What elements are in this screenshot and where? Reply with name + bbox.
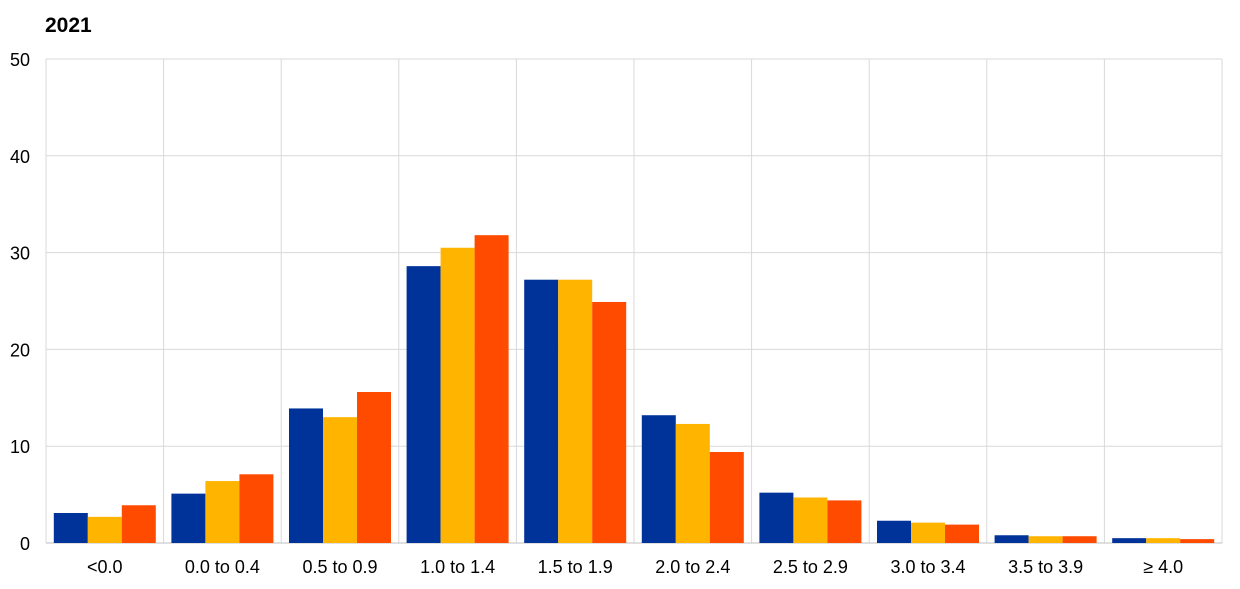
x-tick-label: 1.0 to 1.4 [420, 557, 495, 577]
bar [1028, 536, 1063, 543]
bar [911, 522, 945, 543]
x-tick-label: 3.5 to 3.9 [1008, 557, 1083, 577]
y-tick-label: 20 [10, 340, 30, 360]
bar [121, 505, 156, 543]
bar [357, 391, 391, 543]
bars [53, 235, 1215, 543]
bar [877, 520, 911, 543]
x-tick-label: 2.5 to 2.9 [773, 557, 848, 577]
x-axis-tick-labels: <0.0 0.0 to 0.4 0.5 to 0.9 1.0 to 1.4 1.5 to… [87, 557, 1183, 577]
bar [945, 524, 979, 543]
bar [524, 279, 559, 543]
x-tick-label: 0.5 to 0.9 [302, 557, 377, 577]
x-tick-label: 2.0 to 2.4 [655, 557, 730, 577]
y-tick-label: 40 [10, 147, 30, 167]
bar [440, 247, 475, 543]
y-tick-label: 10 [10, 437, 30, 457]
bar [1146, 538, 1181, 543]
bar [53, 512, 88, 543]
bar [558, 279, 593, 543]
y-axis-tick-labels: 0 10 20 30 40 50 [10, 50, 30, 554]
bar [709, 452, 744, 543]
bar [793, 497, 828, 543]
bar [323, 417, 357, 543]
bar [239, 474, 274, 543]
bar [87, 516, 122, 543]
bar [205, 481, 240, 543]
bar [406, 266, 441, 543]
x-tick-label: 3.0 to 3.4 [890, 557, 965, 577]
bar [592, 301, 627, 543]
y-tick-label: 50 [10, 50, 30, 70]
gridlines [45, 58, 1223, 544]
bar [1062, 536, 1097, 543]
bar [759, 492, 794, 543]
bar [1112, 538, 1147, 543]
bar [1180, 539, 1215, 543]
bar [289, 408, 323, 543]
bar [675, 423, 710, 543]
bar [171, 493, 206, 543]
bar [474, 235, 509, 543]
chart-title: 2021 [45, 14, 92, 37]
x-tick-label: 1.5 to 1.9 [538, 557, 613, 577]
x-tick-label: ≥ 4.0 [1143, 557, 1183, 577]
y-tick-label: 30 [10, 244, 30, 264]
bar [641, 415, 676, 543]
y-tick-label: 0 [20, 534, 30, 554]
bar [994, 535, 1029, 543]
x-tick-label: <0.0 [87, 557, 123, 577]
bar [827, 500, 862, 543]
x-tick-label: 0.0 to 0.4 [185, 557, 260, 577]
